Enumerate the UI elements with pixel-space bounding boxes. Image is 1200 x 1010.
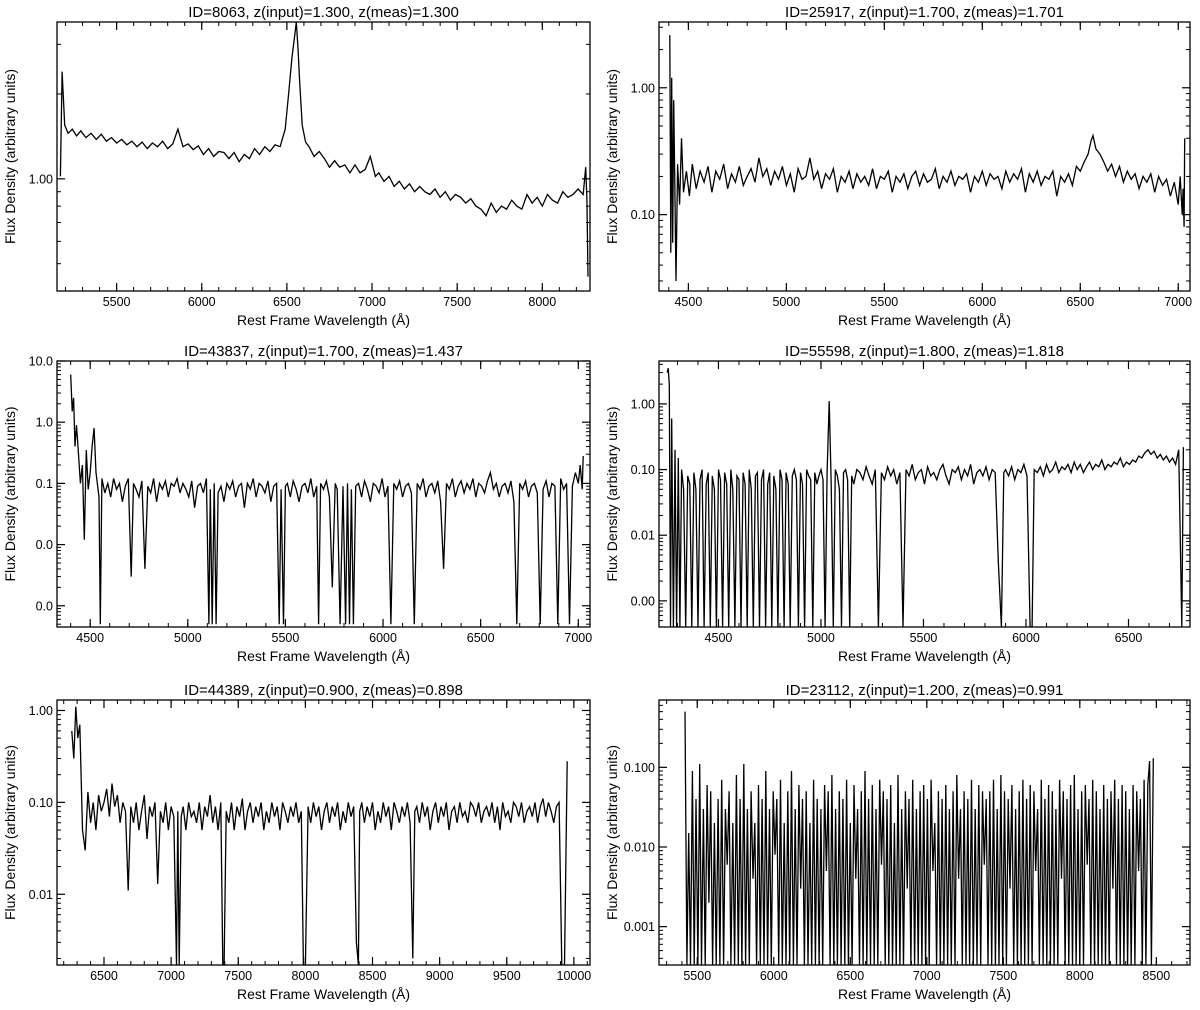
x-tick-label: 5500 bbox=[272, 631, 300, 645]
x-tick-label: 6500 bbox=[273, 295, 301, 309]
x-tick-label: 6000 bbox=[188, 295, 216, 309]
plot-frame bbox=[56, 360, 591, 628]
x-tick-label: 7500 bbox=[224, 969, 252, 983]
y-tick-label: 0.1 bbox=[36, 477, 53, 491]
y-axis-label: Flux Density (arbitrary units) bbox=[604, 69, 620, 244]
x-tick-label: 5500 bbox=[870, 295, 898, 309]
x-axis-label: Rest Frame Wavelength (Å) bbox=[838, 648, 1011, 664]
x-tick-label: 7000 bbox=[913, 969, 941, 983]
x-tick-label: 5500 bbox=[103, 295, 131, 309]
x-tick-label: 5000 bbox=[772, 295, 800, 309]
x-tick-label: 7000 bbox=[157, 969, 185, 983]
x-tick-label: 5000 bbox=[807, 631, 835, 645]
chart-title: ID=23112, z(input)=1.200, z(meas)=0.991 bbox=[786, 682, 1064, 699]
x-axis-label: Rest Frame Wavelength (Å) bbox=[237, 986, 410, 1002]
chart-panel-4: ID=55598, z(input)=1.800, z(meas)=1.818 R… bbox=[604, 343, 1191, 664]
y-axis-label: Flux Density (arbitrary units) bbox=[2, 406, 18, 581]
x-tick-label: 8000 bbox=[1066, 969, 1094, 983]
x-tick-label: 8500 bbox=[1142, 969, 1170, 983]
y-tick-label: 0.01 bbox=[29, 888, 53, 902]
x-tick-label: 6500 bbox=[836, 969, 864, 983]
plot-frame bbox=[56, 21, 591, 292]
y-axis-label: Flux Density (arbitrary units) bbox=[604, 745, 620, 920]
y-tick-label: 0.010 bbox=[624, 840, 655, 854]
x-tick-label: 8000 bbox=[291, 969, 319, 983]
y-tick-label: 0.001 bbox=[624, 920, 655, 934]
spectrum-line bbox=[59, 22, 589, 277]
y-axis-label: Flux Density (arbitrary units) bbox=[2, 69, 18, 244]
x-tick-label: 5500 bbox=[683, 969, 711, 983]
chart-panel-2: ID=25917, z(input)=1.700, z(meas)=1.701 R… bbox=[604, 4, 1192, 328]
spectrum-line bbox=[71, 706, 568, 965]
x-tick-label: 6500 bbox=[1066, 295, 1094, 309]
y-tick-label: 0.10 bbox=[631, 463, 655, 477]
chart-title: ID=43837, z(input)=1.700, z(meas)=1.437 bbox=[184, 343, 463, 360]
chart-panel-3: ID=43837, z(input)=1.700, z(meas)=1.437 R… bbox=[2, 343, 592, 664]
chart-title: ID=8063, z(input)=1.300, z(meas)=1.300 bbox=[188, 4, 459, 21]
x-tick-label: 5500 bbox=[910, 631, 938, 645]
y-tick-label: 1.0 bbox=[36, 416, 53, 430]
spectrum-line bbox=[669, 35, 1186, 282]
x-tick-label: 9000 bbox=[426, 969, 454, 983]
x-tick-label: 10000 bbox=[557, 969, 592, 983]
x-tick-label: 6500 bbox=[90, 969, 118, 983]
y-tick-label: 0.0 bbox=[36, 599, 53, 613]
x-tick-label: 6000 bbox=[369, 631, 397, 645]
y-tick-label: 0.100 bbox=[624, 761, 655, 775]
chart-panel-5: ID=44389, z(input)=0.900, z(meas)=0.898 R… bbox=[2, 682, 591, 1002]
chart-panel-1: ID=8063, z(input)=1.300, z(meas)=1.300 Re… bbox=[2, 4, 591, 328]
x-axis-label: Rest Frame Wavelength (Å) bbox=[237, 648, 410, 664]
x-tick-label: 8500 bbox=[359, 969, 387, 983]
plot-frame bbox=[658, 699, 1191, 966]
spectrum-line bbox=[666, 368, 1185, 627]
y-axis-label: Flux Density (arbitrary units) bbox=[604, 406, 620, 581]
x-tick-label: 7500 bbox=[443, 295, 471, 309]
chart-title: ID=25917, z(input)=1.700, z(meas)=1.701 bbox=[785, 4, 1064, 21]
y-tick-label: 0.00 bbox=[631, 594, 655, 608]
spectrum-line bbox=[684, 711, 1154, 965]
x-tick-label: 4500 bbox=[674, 295, 702, 309]
y-tick-label: 1.00 bbox=[29, 172, 53, 186]
x-tick-label: 6000 bbox=[968, 295, 996, 309]
x-tick-label: 7500 bbox=[989, 969, 1017, 983]
x-tick-label: 7000 bbox=[1164, 295, 1192, 309]
x-tick-label: 4500 bbox=[705, 631, 733, 645]
x-tick-label: 5000 bbox=[174, 631, 202, 645]
spectrum-line bbox=[70, 374, 584, 625]
y-tick-label: 1.00 bbox=[631, 81, 655, 95]
x-tick-label: 6000 bbox=[1012, 631, 1040, 645]
x-tick-label: 6000 bbox=[760, 969, 788, 983]
chart-panel-6: ID=23112, z(input)=1.200, z(meas)=0.991 R… bbox=[604, 682, 1191, 1002]
y-tick-label: 0.10 bbox=[631, 208, 655, 222]
x-tick-label: 6500 bbox=[467, 631, 495, 645]
x-axis-label: Rest Frame Wavelength (Å) bbox=[838, 986, 1011, 1002]
x-tick-label: 7000 bbox=[564, 631, 592, 645]
x-tick-label: 9500 bbox=[493, 969, 521, 983]
x-tick-label: 4500 bbox=[76, 631, 104, 645]
y-tick-label: 10.0 bbox=[29, 355, 53, 369]
x-tick-label: 7000 bbox=[358, 295, 386, 309]
x-tick-label: 8000 bbox=[528, 295, 556, 309]
x-axis-label: Rest Frame Wavelength (Å) bbox=[838, 312, 1011, 328]
x-axis-label: Rest Frame Wavelength (Å) bbox=[237, 312, 410, 328]
y-tick-label: 1.00 bbox=[29, 704, 53, 718]
chart-title: ID=55598, z(input)=1.800, z(meas)=1.818 bbox=[785, 343, 1064, 360]
x-tick-label: 6500 bbox=[1115, 631, 1143, 645]
y-tick-label: 0.01 bbox=[631, 529, 655, 543]
plot-frame bbox=[658, 21, 1191, 292]
y-tick-label: 1.00 bbox=[631, 397, 655, 411]
plot-frame bbox=[56, 699, 591, 966]
y-tick-label: 0.0 bbox=[36, 538, 53, 552]
y-tick-label: 0.10 bbox=[29, 796, 53, 810]
plot-frame bbox=[658, 360, 1191, 628]
chart-title: ID=44389, z(input)=0.900, z(meas)=0.898 bbox=[184, 682, 463, 699]
y-axis-label: Flux Density (arbitrary units) bbox=[2, 745, 18, 920]
